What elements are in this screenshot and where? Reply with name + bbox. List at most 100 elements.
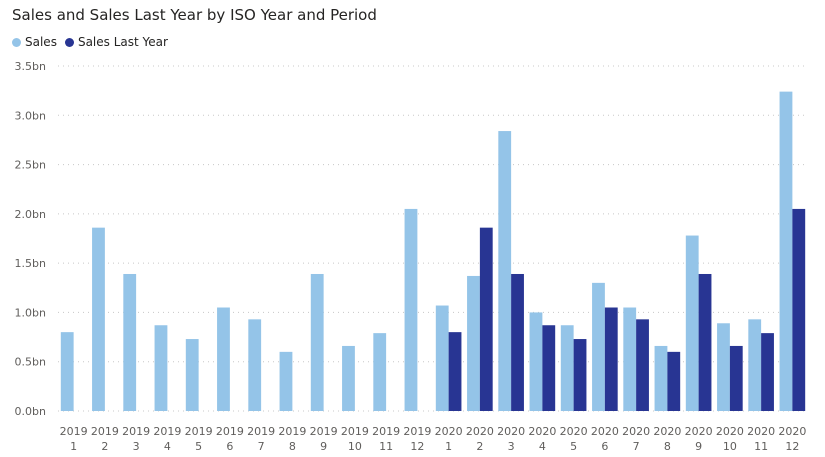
- x-tick-year: 2019: [278, 425, 306, 438]
- x-tick-year: 2020: [497, 425, 525, 438]
- x-tick-period: 3: [133, 440, 140, 453]
- x-tick-year: 2020: [622, 425, 650, 438]
- x-tick-period: 7: [258, 440, 265, 453]
- bar-sales: [560, 325, 574, 411]
- bar-sales: [373, 333, 387, 411]
- bar-sales: [92, 227, 105, 411]
- bar-sales: [404, 208, 418, 411]
- legend-label-sales-last-year: Sales Last Year: [77, 35, 168, 49]
- x-tick-period: 10: [348, 440, 362, 453]
- bar-sales: [185, 339, 199, 411]
- bar-sales: [217, 307, 230, 411]
- x-tick-year: 2020: [466, 425, 494, 438]
- bars: [60, 91, 806, 412]
- bar-sales-last-year: [729, 345, 743, 411]
- bar-sales-last-year: [511, 273, 524, 411]
- bar-sales: [685, 235, 699, 411]
- x-tick-period: 11: [754, 440, 768, 453]
- x-tick-year: 2019: [372, 425, 400, 438]
- x-tick-period: 12: [785, 440, 799, 453]
- x-tick-year: 2020: [528, 425, 556, 438]
- grid-lines: [58, 65, 808, 412]
- x-tick-year: 2020: [685, 425, 713, 438]
- bar-sales: [435, 305, 449, 411]
- legend-dot-sales: [12, 37, 21, 47]
- bar-sales-last-year: [448, 332, 462, 411]
- chart-title: Sales and Sales Last Year by ISO Year an…: [12, 6, 377, 24]
- bar-sales-last-year: [667, 351, 681, 411]
- x-tick-year: 2019: [153, 425, 181, 438]
- bar-sales: [279, 351, 293, 411]
- x-tick-period: 2: [476, 440, 483, 453]
- bar-sales-last-year: [636, 319, 649, 411]
- bar-sales: [654, 345, 668, 411]
- legend-label-sales: Sales: [25, 35, 57, 49]
- legend-item-sales-last-year[interactable]: Sales Last Year: [64, 35, 168, 49]
- bar-sales: [529, 312, 543, 411]
- x-tick-period: 12: [410, 440, 424, 453]
- x-tick-year: 2019: [247, 425, 275, 438]
- bar-sales: [123, 273, 137, 411]
- x-tick-year: 2019: [216, 425, 244, 438]
- x-tick-period: 10: [723, 440, 737, 453]
- bar-sales: [717, 323, 730, 411]
- bar-sales: [60, 332, 74, 411]
- y-tick-label: 0.0bn: [15, 405, 46, 418]
- y-tick-label: 0.5bn: [15, 356, 46, 369]
- x-tick-period: 11: [379, 440, 393, 453]
- bar-sales-last-year: [792, 208, 806, 411]
- x-tick-period: 8: [289, 440, 296, 453]
- x-tick-year: 2020: [716, 425, 744, 438]
- legend-item-sales[interactable]: Sales: [12, 35, 57, 49]
- bar-sales: [748, 319, 762, 411]
- x-tick-year: 2020: [435, 425, 463, 438]
- y-tick-label: 3.5bn: [15, 60, 46, 73]
- y-tick-label: 3.0bn: [15, 109, 46, 122]
- x-tick-year: 2019: [60, 425, 88, 438]
- y-tick-label: 2.5bn: [15, 159, 46, 172]
- x-tick-year: 2019: [341, 425, 369, 438]
- x-tick-year: 2019: [403, 425, 431, 438]
- bar-sales: [310, 273, 324, 411]
- x-tick-year: 2019: [122, 425, 150, 438]
- bar-sales: [467, 275, 480, 411]
- x-tick-year: 2020: [778, 425, 806, 438]
- x-tick-year: 2019: [91, 425, 119, 438]
- bar-sales-last-year: [542, 325, 556, 411]
- x-tick-period: 7: [633, 440, 640, 453]
- bar-sales: [592, 282, 605, 411]
- bar-sales-last-year: [761, 333, 774, 411]
- x-tick-period: 1: [445, 440, 452, 453]
- bar-sales-last-year: [479, 227, 493, 411]
- y-axis-tick-labels: 0.0bn 0.5bn 1.0bn 1.5bn 2.0bn 2.5bn 3.0bn 3.5bn: [15, 60, 46, 418]
- bar-sales: [498, 131, 512, 412]
- bar-sales: [623, 307, 637, 411]
- x-tick-year: 2020: [591, 425, 619, 438]
- x-tick-period: 1: [70, 440, 77, 453]
- x-tick-period: 5: [570, 440, 577, 453]
- x-tick-year: 2019: [310, 425, 338, 438]
- x-tick-period: 9: [320, 440, 327, 453]
- bar-sales: [342, 345, 355, 411]
- x-tick-year: 2020: [653, 425, 681, 438]
- x-tick-year: 2020: [560, 425, 588, 438]
- bar-sales-last-year: [604, 307, 618, 411]
- bar-sales: [779, 91, 793, 411]
- x-tick-period: 9: [695, 440, 702, 453]
- x-tick-period: 4: [539, 440, 546, 453]
- x-axis-tick-labels: 2019 1 2019 2 2019 3 2019 4 2019 5 2019 6 2019 7 2019 8…: [60, 425, 807, 453]
- x-tick-period: 4: [164, 440, 171, 453]
- x-tick-year: 2020: [747, 425, 775, 438]
- x-tick-period: 5: [195, 440, 202, 453]
- y-tick-label: 1.5bn: [15, 257, 46, 270]
- y-tick-label: 1.0bn: [15, 306, 46, 319]
- x-tick-period: 6: [226, 440, 233, 453]
- x-tick-year: 2019: [185, 425, 213, 438]
- legend-dot-sales-last-year: [64, 37, 74, 47]
- legend: Sales Sales Last Year: [12, 35, 176, 49]
- bar-sales: [154, 325, 168, 411]
- x-tick-period: 8: [664, 440, 671, 453]
- x-tick-period: 3: [508, 440, 515, 453]
- y-tick-label: 2.0bn: [15, 208, 46, 221]
